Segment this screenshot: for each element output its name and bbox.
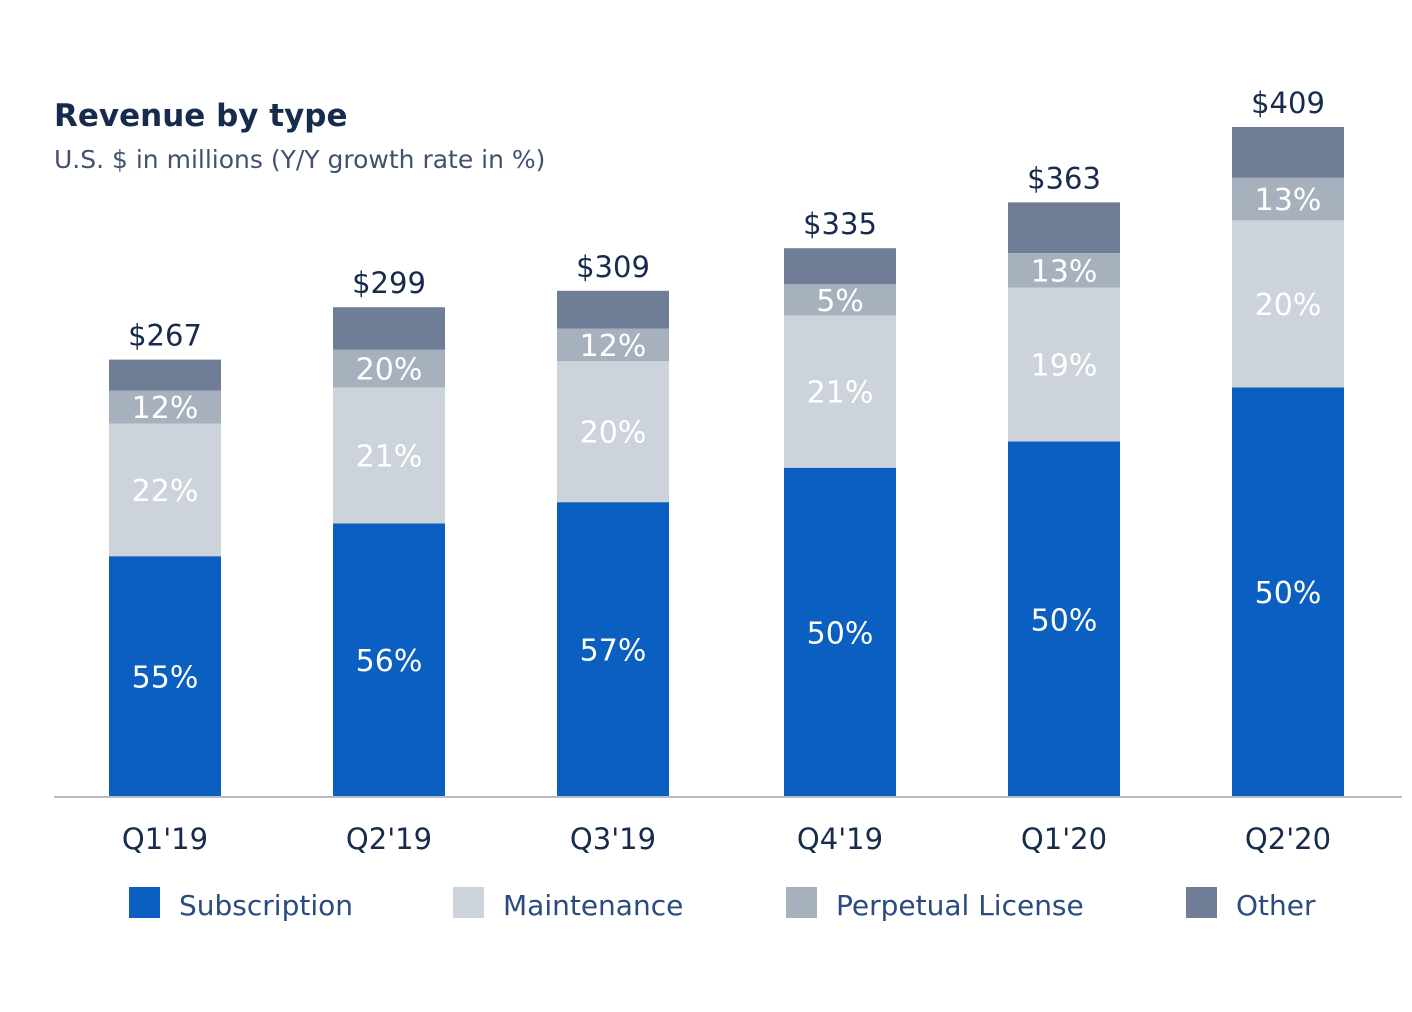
total-label: $299 xyxy=(352,266,426,300)
bar-segment-other xyxy=(784,248,896,285)
segment-label: 20% xyxy=(356,353,423,388)
segment-label: 55% xyxy=(132,661,199,696)
bar-segment-subscription xyxy=(557,502,669,797)
segment-label: 13% xyxy=(1031,254,1098,289)
chart-title: Revenue by type xyxy=(54,98,348,134)
bar-segment-maintenance xyxy=(1008,287,1120,442)
legend-swatch-other xyxy=(1186,887,1217,918)
bar-segment-maintenance xyxy=(1232,220,1344,388)
legend-label-subscription: Subscription xyxy=(179,889,353,922)
segment-label: 50% xyxy=(1255,576,1322,611)
legend-label-perpetual-license: Perpetual License xyxy=(836,889,1084,922)
bar-segment-subscription xyxy=(109,556,221,797)
bar-segment-subscription xyxy=(333,523,445,797)
segment-label: 12% xyxy=(132,391,199,426)
chart-subtitle: U.S. $ in millions (Y/Y growth rate in %… xyxy=(54,145,546,174)
segment-label: 20% xyxy=(1255,288,1322,323)
bar-segment-subscription xyxy=(784,467,896,797)
bar-segment-maintenance xyxy=(333,387,445,524)
total-label: $409 xyxy=(1251,86,1325,120)
total-label: $309 xyxy=(576,250,650,284)
segment-label: 57% xyxy=(580,634,647,669)
bars-group: 55% 22% 12% $267 56% 21% 20% $299 57% 20% 12% $309 5… xyxy=(109,86,1344,797)
legend-swatch-maintenance xyxy=(453,887,484,918)
x-tick-label: Q3'19 xyxy=(570,822,656,856)
bar-segment-other xyxy=(333,307,445,350)
total-label: $335 xyxy=(803,207,877,241)
total-label: $267 xyxy=(128,319,202,353)
segment-label: 20% xyxy=(580,416,647,451)
segment-label: 50% xyxy=(807,616,874,651)
segment-label: 22% xyxy=(132,474,199,509)
segment-label: 13% xyxy=(1255,183,1322,218)
bar-segment-subscription xyxy=(1008,441,1120,797)
bar-segment-other xyxy=(1232,127,1344,178)
x-axis-ticks: Q1'19 Q2'19 Q3'19 Q4'19 Q1'20 Q2'20 xyxy=(122,822,1331,856)
legend-swatch-subscription xyxy=(129,887,160,918)
segment-label: 19% xyxy=(1031,349,1098,384)
x-tick-label: Q2'19 xyxy=(346,822,432,856)
segment-label: 5% xyxy=(816,284,864,319)
bar-segment-perpetual-license xyxy=(1008,253,1120,288)
segment-label: 56% xyxy=(356,644,423,679)
total-label: $363 xyxy=(1027,161,1101,195)
legend-label-maintenance: Maintenance xyxy=(503,889,683,922)
segment-label: 21% xyxy=(356,439,423,474)
bar-segment-maintenance xyxy=(109,423,221,557)
bar-segment-perpetual-license xyxy=(1232,177,1344,221)
x-tick-label: Q2'20 xyxy=(1245,822,1331,856)
bar-segment-perpetual-license xyxy=(784,284,896,316)
segment-label: 50% xyxy=(1031,603,1098,638)
legend-swatch-perpetual-license xyxy=(786,887,817,918)
bar-segment-other xyxy=(109,359,221,391)
bar-segment-other xyxy=(557,290,669,329)
legend-label-other: Other xyxy=(1236,889,1316,922)
legend: Subscription Maintenance Perpetual License… xyxy=(129,887,1316,922)
bar-segment-maintenance xyxy=(784,315,896,468)
x-tick-label: Q1'19 xyxy=(122,822,208,856)
bar-segment-subscription xyxy=(1232,387,1344,797)
segment-label: 21% xyxy=(807,376,874,411)
x-tick-label: Q4'19 xyxy=(797,822,883,856)
bar-segment-other xyxy=(1008,202,1120,254)
x-tick-label: Q1'20 xyxy=(1021,822,1107,856)
bar-segment-maintenance xyxy=(557,361,669,503)
bar-segment-perpetual-license xyxy=(333,349,445,388)
bar-segment-perpetual-license xyxy=(557,328,669,362)
bar-segment-perpetual-license xyxy=(109,390,221,424)
segment-label: 12% xyxy=(580,329,647,364)
